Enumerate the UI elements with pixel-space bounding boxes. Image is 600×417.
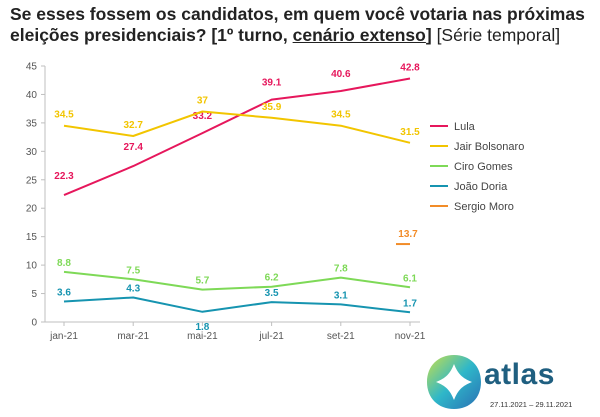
y-tick-label: 15 — [26, 232, 38, 243]
chart-title: Se esses fossem os candidatos, em quem v… — [10, 4, 595, 46]
data-label-ciro-gomes: 5.7 — [195, 276, 209, 287]
y-tick-label: 30 — [26, 147, 38, 158]
y-tick-label: 20 — [26, 204, 38, 215]
data-label-joao-doria: 3.5 — [265, 288, 279, 299]
x-tick-label: jul-21 — [258, 331, 284, 342]
data-label-joao-doria: 1.7 — [403, 298, 417, 309]
y-tick-label: 0 — [31, 318, 37, 329]
data-label-ciro-gomes: 8.8 — [57, 258, 71, 269]
y-tick-label: 35 — [26, 118, 38, 129]
title-part1: Se esses fossem os candidatos, em quem v… — [10, 4, 585, 45]
y-tick-label: 25 — [26, 175, 38, 186]
y-tick-label: 10 — [26, 261, 38, 272]
data-label-jair-bolsonaro: 35.9 — [262, 102, 282, 113]
title-part2: cenário extenso — [292, 25, 426, 45]
data-label-ciro-gomes: 6.1 — [403, 273, 417, 284]
x-tick-label: nov-21 — [395, 331, 426, 342]
x-tick-label: set-21 — [327, 331, 355, 342]
data-label-jair-bolsonaro: 34.5 — [331, 110, 351, 121]
data-label-lula: 42.8 — [400, 63, 420, 74]
legend-label-jair-bolsonaro: Jair Bolsonaro — [454, 141, 524, 153]
survey-date: 27.11.2021 – 29.11.2021 — [490, 400, 573, 409]
data-label-joao-doria: 3.1 — [334, 290, 348, 301]
data-label-ciro-gomes: 7.8 — [334, 264, 348, 275]
data-label-joao-doria: 1.8 — [195, 322, 209, 333]
y-tick-label: 45 — [26, 62, 38, 73]
data-label-lula: 27.4 — [123, 142, 143, 153]
series-line-joao-doria — [63, 296, 411, 314]
title-part4: [Série temporal] — [436, 25, 561, 45]
data-label-lula: 40.6 — [331, 69, 351, 80]
atlas-logo-text: atlas — [484, 358, 555, 391]
y-tick-label: 40 — [26, 90, 38, 101]
legend-label-ciro-gomes: Ciro Gomes — [454, 161, 513, 173]
data-label-joao-doria: 3.6 — [57, 288, 71, 299]
x-tick-label: mai-21 — [187, 331, 218, 342]
atlas-logo-icon — [427, 355, 481, 409]
data-label-lula: 33.2 — [193, 111, 213, 122]
data-label-jair-bolsonaro: 34.5 — [54, 110, 74, 121]
data-label-jair-bolsonaro: 37 — [197, 96, 209, 107]
data-label-ciro-gomes: 6.2 — [265, 273, 279, 284]
legend-label-lula: Lula — [454, 121, 476, 133]
y-tick-label: 5 — [31, 289, 37, 300]
atlas-logo: atlas 27.11.2021 – 29.11.2021 — [424, 352, 589, 412]
data-label-joao-doria: 4.3 — [126, 284, 140, 295]
data-label-jair-bolsonaro: 31.5 — [400, 127, 420, 138]
data-label-ciro-gomes: 7.5 — [126, 265, 140, 276]
series-line-ciro-gomes — [63, 270, 411, 291]
data-label-sergio-moro: 13.7 — [398, 229, 418, 240]
data-label-lula: 22.3 — [54, 171, 74, 182]
legend-label-sergio-moro: Sergio Moro — [454, 201, 514, 213]
title-part3: ] — [425, 25, 437, 45]
data-label-jair-bolsonaro: 32.7 — [123, 120, 143, 131]
legend-label-joao-doria: João Doria — [454, 181, 508, 193]
x-tick-label: mar-21 — [117, 331, 149, 342]
x-tick-label: jan-21 — [49, 331, 78, 342]
data-label-lula: 39.1 — [262, 78, 282, 89]
series-line-lula — [63, 77, 411, 197]
series-line-jair-bolsonaro — [63, 110, 411, 144]
